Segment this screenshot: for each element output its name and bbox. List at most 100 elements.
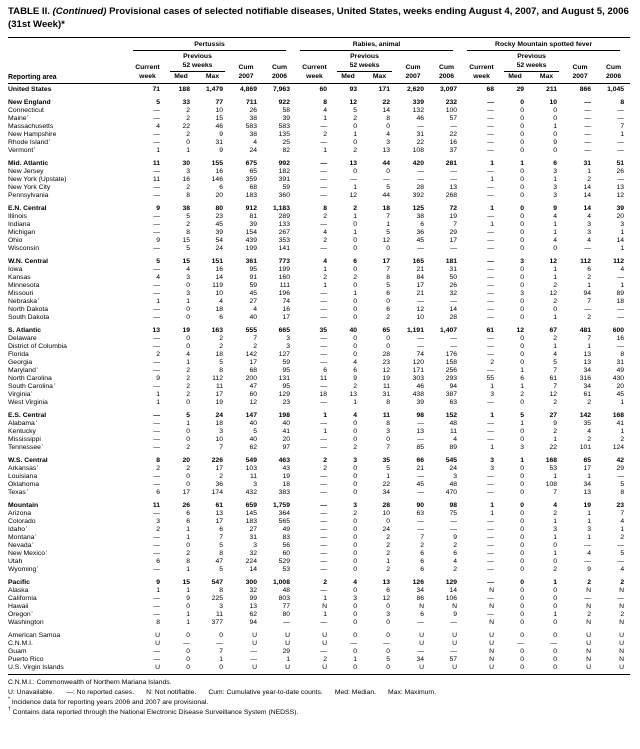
value-cell: 281: [445, 160, 458, 168]
value-cell: 0: [520, 481, 525, 489]
dagger-symbol: †: [25, 526, 28, 531]
value-cell: —: [153, 221, 160, 229]
value-cell: 3: [353, 502, 357, 510]
value-cell: 22: [549, 444, 558, 452]
value-cell: 31: [215, 139, 223, 147]
value-cell: 168: [545, 457, 558, 465]
value-cell: 3,097: [430, 82, 464, 95]
value-cell: 17: [583, 465, 592, 473]
table-row: Mississippi — 0 10 40 20 — 0 0 — 4 — 0 1 2 2: [8, 436, 630, 444]
reporting-area-cell: W.N. Central: [8, 258, 49, 266]
value-cell: 0: [166, 664, 196, 676]
reporting-area-cell: Washington: [8, 619, 44, 627]
value-cell: 1: [620, 399, 625, 407]
value-cell: —: [417, 335, 424, 343]
value-cell: 14: [249, 566, 257, 574]
value-cell: 8: [620, 99, 625, 107]
value-cell: 126: [412, 579, 424, 587]
value-cell: 0: [353, 518, 357, 526]
value-cell: 2: [186, 107, 190, 115]
value-cell: 547: [211, 579, 223, 587]
value-cell: 4: [553, 502, 558, 510]
value-cell: 10: [215, 436, 223, 444]
table-row: Oregon† —1 11 62 80 1 0 3 6 9—0 1 2 2: [8, 611, 630, 619]
value-cell: 8: [323, 99, 327, 107]
value-cell: 0: [353, 314, 357, 322]
value-cell: 1: [490, 502, 495, 510]
value-cell: 4: [186, 266, 190, 274]
reporting-area-cell: Michigan: [8, 229, 36, 237]
value-cell: 34: [583, 481, 592, 489]
value-cell: 133: [278, 221, 290, 229]
value-cell: 11: [382, 383, 390, 391]
value-cell: —: [153, 192, 160, 200]
table-row: Washington 8 1 377 94 — — 0 0 — — N 0 0 N N: [8, 619, 630, 627]
value-cell: 7: [420, 534, 424, 542]
value-cell: 360: [278, 192, 290, 200]
value-cell: 49: [282, 526, 290, 534]
value-cell: 4: [323, 107, 327, 115]
document-page: TABLE II. (Continued) Provisional cases …: [8, 6, 631, 716]
value-cell: 5: [386, 656, 390, 664]
current-week-label: Current: [302, 63, 327, 71]
value-cell: 377: [211, 619, 223, 627]
value-cell: 176: [445, 351, 458, 359]
value-cell: —: [487, 526, 495, 534]
table-row: South Carolina† —2 11 47 95—2 11 46 94 1 1 7 34 20: [8, 383, 630, 391]
value-cell: 8: [186, 192, 190, 200]
year-2007-label: 2007: [238, 72, 254, 80]
value-cell: 0: [520, 648, 525, 656]
value-cell: —: [320, 481, 327, 489]
value-cell: 0: [353, 282, 357, 290]
value-cell: 8: [323, 205, 327, 213]
reporting-area-cell: Ohio: [8, 237, 23, 245]
reporting-area-cell: C.N.M.I.: [8, 640, 33, 648]
value-cell: 1: [186, 298, 190, 306]
value-cell: 62: [249, 611, 257, 619]
week-label: week: [139, 72, 156, 80]
value-cell: 9: [156, 375, 160, 383]
value-cell: 17: [416, 282, 424, 290]
reporting-area-cell: Oklahoma: [8, 481, 39, 489]
value-cell: 112: [212, 375, 223, 383]
value-cell: 8: [386, 274, 390, 282]
value-cell: 11: [215, 611, 223, 619]
value-cell: 2: [386, 534, 390, 542]
value-cell: —: [487, 489, 495, 497]
value-cell: 63: [416, 510, 424, 518]
value-cell: 2: [587, 579, 592, 587]
value-cell: U: [619, 640, 625, 648]
value-cell: 2: [186, 131, 190, 139]
value-cell: 1: [620, 428, 625, 436]
value-cell: 3: [553, 526, 558, 534]
table-row: Nebraska† 1 1 4 27 74—0 0— — —0 2 7 18: [8, 298, 630, 306]
value-cell: 18: [382, 205, 390, 213]
value-cell: 65: [249, 168, 257, 176]
value-cell: 46: [215, 123, 223, 131]
value-cell: 25: [282, 139, 290, 147]
value-cell: 199: [278, 266, 290, 274]
value-cell: 0: [363, 664, 396, 676]
value-cell: —: [617, 473, 625, 481]
table-row: Kentucky —0 3 5 41 1 0 3 13 11—0 2 4 1: [8, 428, 630, 436]
value-cell: 28: [416, 184, 424, 192]
value-cell: 3: [353, 457, 357, 465]
value-cell: 2: [156, 465, 160, 473]
value-cell: 4: [353, 359, 357, 367]
value-cell: 35: [583, 420, 592, 428]
value-cell: 0: [520, 147, 525, 155]
value-cell: —: [487, 147, 495, 155]
value-cell: 1: [353, 213, 357, 221]
value-cell: 470: [445, 489, 458, 497]
table-row: W.N. Central 5 15 151 361 773 4 6 17 165 181 — 3 12 11…: [8, 253, 630, 266]
value-cell: 0: [520, 465, 525, 473]
value-cell: —: [617, 542, 625, 550]
value-cell: —: [417, 176, 424, 184]
value-cell: —: [487, 367, 495, 375]
value-cell: 16: [215, 168, 223, 176]
value-cell: 1: [186, 420, 190, 428]
value-cell: 2: [553, 298, 558, 306]
value-cell: 188: [166, 82, 196, 95]
value-cell: —: [487, 123, 495, 131]
value-cell: 14: [583, 192, 592, 200]
